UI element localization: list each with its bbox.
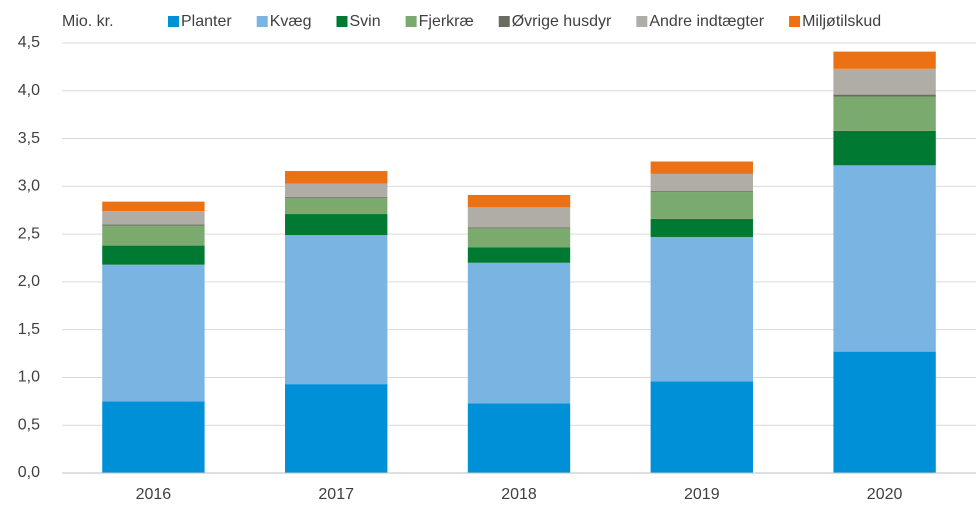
x-tick-label: 2017	[318, 486, 354, 503]
legend-label: Svin	[350, 13, 381, 30]
y-tick-label: 2,5	[18, 225, 40, 242]
legend-swatch	[256, 16, 268, 27]
y-tick-label: 2,0	[18, 273, 40, 290]
bar-segment	[650, 161, 753, 174]
bar-segment	[467, 262, 571, 404]
legend-label: Kvæg	[270, 13, 312, 30]
bar-segment	[650, 218, 753, 237]
bar-segment	[102, 245, 205, 265]
bar-segment	[285, 183, 388, 197]
bar-segment	[650, 191, 753, 193]
y-tick-label: 3,0	[18, 178, 40, 195]
bar-segment	[833, 94, 936, 97]
bar-segment	[833, 68, 936, 95]
legend-swatch	[789, 16, 801, 27]
bar-segment	[285, 214, 388, 236]
x-tick-label: 2018	[501, 486, 537, 503]
bar-segment	[285, 196, 388, 198]
bar-segment	[833, 51, 936, 69]
bar-segment	[467, 403, 571, 473]
y-tick-label: 1,5	[18, 321, 40, 338]
y-tick-label: 4,5	[18, 34, 40, 51]
y-tick-label: 4,0	[18, 82, 40, 99]
bar-segment	[833, 165, 936, 352]
bar-segment	[650, 192, 753, 219]
bar-segment	[467, 194, 571, 208]
y-axis-label: Mio. kr.	[62, 13, 114, 30]
y-tick-label: 3,5	[18, 130, 40, 147]
bar-segment	[102, 201, 205, 212]
bar-segment	[285, 384, 388, 473]
bar-segment	[833, 96, 936, 131]
bar-segment	[650, 173, 753, 192]
legend-swatch	[168, 16, 179, 27]
y-tick-label: 0,0	[18, 464, 40, 481]
legend-label: Fjerkræ	[419, 13, 474, 30]
bar-segment	[833, 130, 936, 166]
bar-segment	[833, 351, 936, 473]
legend-label: Øvrige husdyr	[512, 13, 612, 30]
bar-segment	[285, 197, 388, 215]
bar-segment	[467, 247, 571, 263]
legend-swatch	[405, 16, 417, 27]
y-tick-label: 1,0	[18, 369, 40, 386]
bar-segment	[102, 401, 205, 473]
bar-segment	[650, 381, 753, 473]
bar-segment	[102, 211, 205, 225]
x-tick-label: 2019	[684, 486, 720, 503]
x-tick-label: 2016	[136, 486, 172, 503]
legend-swatch	[498, 16, 510, 27]
bar-segment	[467, 227, 571, 229]
legend-label: Planter	[181, 13, 232, 30]
bar-segment	[102, 224, 205, 226]
legend-label: Miljøtilskud	[802, 13, 881, 30]
bar-segment	[467, 228, 571, 248]
bar-segment	[285, 235, 388, 385]
bar-segment	[102, 264, 205, 402]
bar-segment	[650, 236, 753, 382]
x-tick-label: 2020	[867, 486, 903, 503]
legend-swatch	[336, 16, 348, 27]
bar-segment	[285, 171, 388, 184]
y-tick-label: 0,5	[18, 416, 40, 433]
legend-label: Andre indtægter	[649, 13, 764, 30]
legend-swatch	[636, 16, 648, 27]
bar-segment	[467, 207, 571, 228]
bar-segment	[102, 225, 205, 246]
